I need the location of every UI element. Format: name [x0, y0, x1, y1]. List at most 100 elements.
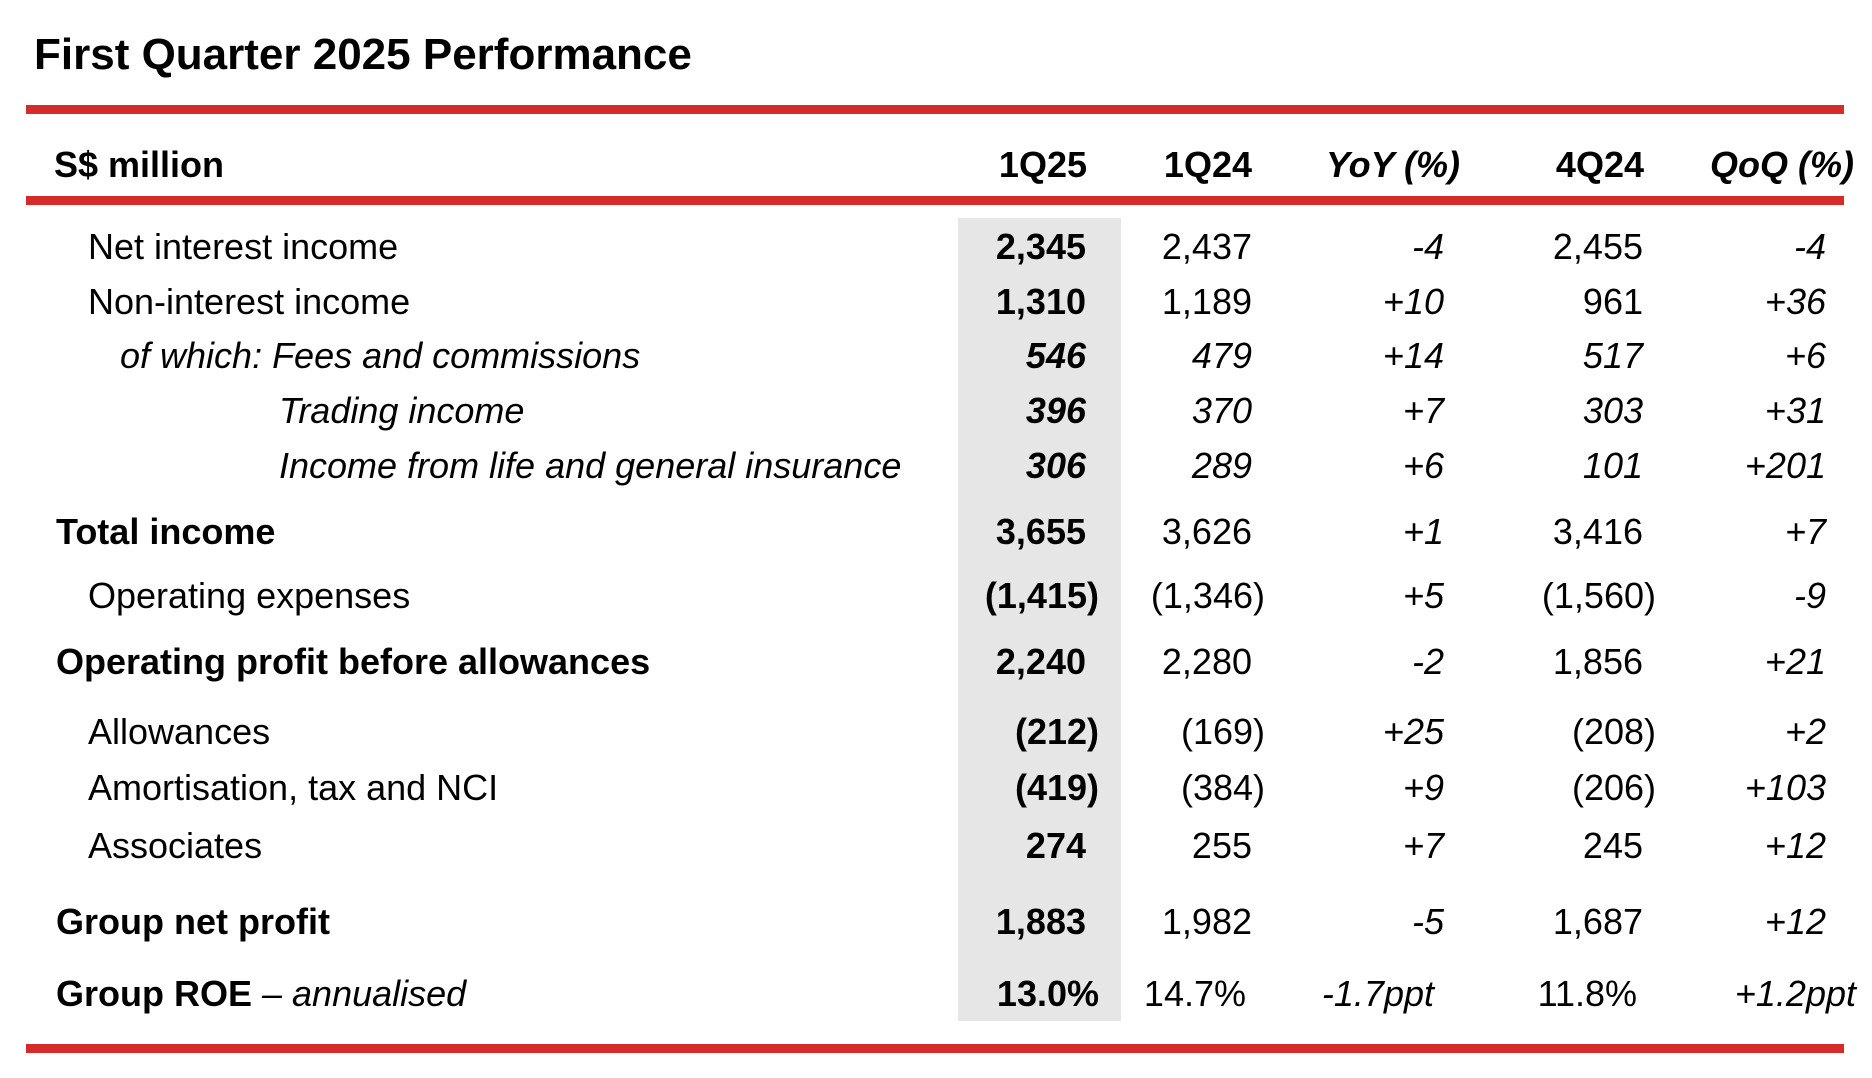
page-title: First Quarter 2025 Performance — [34, 30, 692, 79]
cell-qoq: +12 — [1764, 825, 1826, 866]
cell-1q24: 14.7% — [1143, 973, 1246, 1014]
cell-1q24: 479 — [1191, 335, 1252, 376]
row-label: Operating profit before allowances — [56, 641, 651, 682]
cell-4q24: 3,416 — [1552, 511, 1643, 552]
cell-1q25: 1,310 — [995, 281, 1086, 322]
cell-1q24: 1,982 — [1161, 901, 1252, 942]
row-label-main: Group ROE — [56, 973, 252, 1014]
cell-yoy: +5 — [1402, 575, 1444, 616]
table-row: Net interest income 2,345 2,437 -4 2,455… — [0, 220, 1872, 274]
cell-qoq: +2 — [1784, 711, 1826, 752]
cell-1q24: (384) — [1180, 767, 1265, 808]
cell-qoq: -4 — [1793, 226, 1826, 267]
table-row: Trading income 396 370 +7 303 +31 — [0, 384, 1872, 438]
table-header: S$ million 1Q25 1Q24 YoY (%) 4Q24 QoQ (%… — [0, 138, 1872, 192]
cell-qoq: +1.2ppt — [1734, 973, 1856, 1014]
table-row: Operating expenses (1,415) (1,346) +5 (1… — [0, 569, 1872, 623]
header-1q25: 1Q25 — [998, 144, 1087, 185]
cell-qoq: +7 — [1784, 511, 1826, 552]
row-label: Net interest income — [88, 226, 399, 267]
cell-4q24: 1,687 — [1552, 901, 1643, 942]
cell-4q24: (206) — [1571, 767, 1656, 808]
cell-1q24: (169) — [1180, 711, 1265, 752]
cell-yoy: -4 — [1411, 226, 1444, 267]
cell-4q24: 2,455 — [1552, 226, 1643, 267]
table-row: Associates 274 255 +7 245 +12 — [0, 819, 1872, 873]
row-label: Operating expenses — [88, 575, 411, 616]
row-label: Group net profit — [56, 901, 330, 942]
cell-1q24: 255 — [1191, 825, 1252, 866]
cell-yoy: -5 — [1411, 901, 1444, 942]
cell-1q25: (419) — [1014, 767, 1099, 808]
row-label-suffix: – annualised — [262, 973, 467, 1014]
cell-yoy: +7 — [1402, 825, 1444, 866]
table-row: Group ROE – annualised 13.0% 14.7% -1.7p… — [0, 967, 1872, 1021]
cell-1q24: 2,280 — [1161, 641, 1252, 682]
cell-1q24: (1,346) — [1150, 575, 1265, 616]
header-label: S$ million — [54, 144, 225, 185]
cell-yoy: -1.7ppt — [1321, 973, 1434, 1014]
header-yoy: YoY (%) — [1325, 144, 1460, 185]
cell-4q24: 245 — [1582, 825, 1643, 866]
row-label: Non-interest income — [88, 281, 411, 322]
header-qoq: QoQ (%) — [1710, 144, 1854, 185]
cell-4q24: 517 — [1582, 335, 1643, 376]
cell-1q25: 3,655 — [995, 511, 1086, 552]
cell-4q24: 1,856 — [1552, 641, 1643, 682]
cell-yoy: -2 — [1411, 641, 1444, 682]
cell-yoy: +9 — [1402, 767, 1444, 808]
cell-1q25: 274 — [1025, 825, 1086, 866]
row-label: Associates — [88, 825, 263, 866]
cell-1q25: 2,240 — [995, 641, 1086, 682]
cell-1q24: 370 — [1191, 390, 1252, 431]
table-row: of which: Fees and commissions 546 479 +… — [0, 329, 1872, 383]
table-row: Allowances (212) (169) +25 (208) +2 — [0, 705, 1872, 759]
cell-qoq: +36 — [1764, 281, 1826, 322]
cell-1q25: 13.0% — [996, 973, 1099, 1014]
cell-yoy: +14 — [1382, 335, 1444, 376]
cell-1q25: 396 — [1025, 390, 1086, 431]
cell-1q24: 289 — [1191, 445, 1252, 486]
cell-qoq: +103 — [1744, 767, 1826, 808]
row-label: Group ROE – annualised — [56, 967, 466, 1021]
current-quarter-highlight — [958, 218, 1121, 1021]
cell-1q24: 1,189 — [1161, 281, 1252, 322]
cell-4q24: 303 — [1582, 390, 1643, 431]
top-divider — [26, 105, 1844, 114]
cell-1q24: 3,626 — [1161, 511, 1252, 552]
table-row: Amortisation, tax and NCI (419) (384) +9… — [0, 761, 1872, 815]
table-row: Non-interest income 1,310 1,189 +10 961 … — [0, 275, 1872, 329]
cell-qoq: -9 — [1793, 575, 1826, 616]
cell-yoy: +7 — [1402, 390, 1444, 431]
cell-qoq: +12 — [1764, 901, 1826, 942]
cell-yoy: +25 — [1382, 711, 1444, 752]
cell-1q25: (212) — [1014, 711, 1099, 752]
row-label: Trading income — [279, 390, 525, 431]
cell-4q24: 961 — [1582, 281, 1643, 322]
cell-4q24: 101 — [1582, 445, 1643, 486]
table-row: Income from life and general insurance 3… — [0, 439, 1872, 493]
cell-4q24: (208) — [1571, 711, 1656, 752]
header-divider — [26, 196, 1844, 205]
row-label: Total income — [56, 511, 276, 552]
row-label: Amortisation, tax and NCI — [88, 767, 499, 808]
cell-1q25: (1,415) — [984, 575, 1099, 616]
cell-qoq: +6 — [1784, 335, 1826, 376]
row-label: Income from life and general insurance — [279, 445, 902, 486]
row-label: Allowances — [88, 711, 271, 752]
row-label: of which: Fees and commissions — [120, 335, 641, 376]
cell-1q25: 306 — [1025, 445, 1086, 486]
table-row: Total income 3,655 3,626 +1 3,416 +7 — [0, 505, 1872, 559]
header-4q24: 4Q24 — [1555, 144, 1644, 185]
cell-1q25: 1,883 — [995, 901, 1086, 942]
cell-4q24: (1,560) — [1541, 575, 1656, 616]
cell-qoq: +21 — [1764, 641, 1826, 682]
cell-1q24: 2,437 — [1161, 226, 1252, 267]
table-row: Group net profit 1,883 1,982 -5 1,687 +1… — [0, 895, 1872, 949]
cell-qoq: +201 — [1744, 445, 1826, 486]
cell-1q25: 546 — [1025, 335, 1086, 376]
table-row: Operating profit before allowances 2,240… — [0, 635, 1872, 689]
cell-1q25: 2,345 — [995, 226, 1086, 267]
cell-yoy: +6 — [1402, 445, 1444, 486]
cell-4q24: 11.8% — [1537, 973, 1637, 1014]
